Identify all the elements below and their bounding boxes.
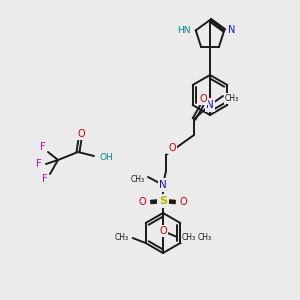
Text: OH: OH bbox=[100, 152, 114, 161]
Text: CH₃: CH₃ bbox=[225, 94, 239, 103]
Text: F: F bbox=[36, 159, 42, 169]
Text: CH₃: CH₃ bbox=[131, 175, 145, 184]
Text: N: N bbox=[159, 180, 167, 190]
Text: N: N bbox=[206, 100, 214, 110]
Text: O: O bbox=[199, 94, 207, 104]
Text: O: O bbox=[77, 129, 85, 139]
Text: CH₃: CH₃ bbox=[182, 232, 196, 242]
Text: S: S bbox=[159, 196, 167, 206]
Text: O: O bbox=[180, 197, 188, 207]
Text: O: O bbox=[168, 143, 176, 153]
Text: O: O bbox=[159, 226, 167, 236]
Text: N: N bbox=[228, 26, 236, 35]
Text: O: O bbox=[138, 197, 146, 207]
Text: CH₃: CH₃ bbox=[115, 232, 129, 242]
Text: F: F bbox=[42, 174, 48, 184]
Text: F: F bbox=[40, 142, 46, 152]
Text: HN: HN bbox=[177, 26, 191, 35]
Text: CH₃: CH₃ bbox=[197, 232, 212, 242]
